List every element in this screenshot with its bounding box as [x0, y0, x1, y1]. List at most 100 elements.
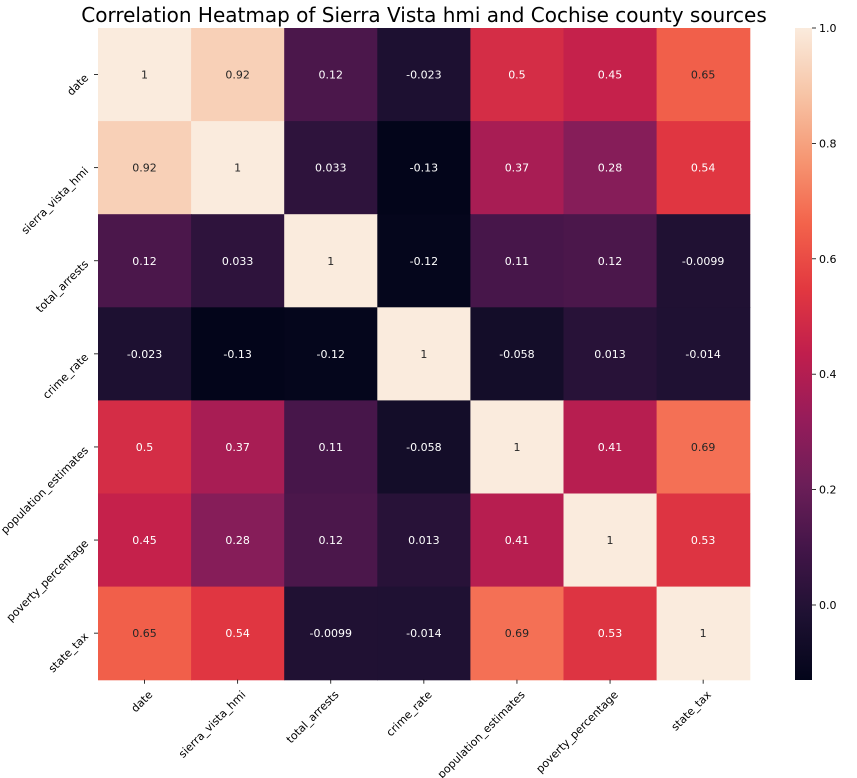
colorbar-tick-label: 1.0: [819, 22, 837, 35]
heatmap-cell: [377, 400, 471, 495]
y-axis-tick-labels: date sierra_vista_hmi total_arrests crime_r…: [0, 71, 98, 675]
heatmap-cell: [191, 493, 285, 588]
heatmap-cell: [563, 28, 658, 122]
cell-value-label: 0.033: [315, 162, 347, 175]
cell-value-label: 0.11: [319, 441, 344, 454]
cell-value-label: 1: [141, 69, 148, 82]
heatmap-cell: [284, 400, 378, 495]
cell-value-label: -0.058: [499, 348, 534, 361]
colorbar-gradient: [795, 28, 812, 680]
cell-value-label: -0.014: [685, 348, 720, 361]
y-tick-label: sierra_vista_hmi: [19, 165, 91, 237]
heatmap-cell: [377, 586, 471, 681]
heatmap-cell: [563, 586, 658, 681]
colorbar-tick-label: 0.8: [819, 137, 837, 150]
heatmap-cell: [377, 493, 471, 588]
heatmap-cell: [284, 307, 378, 401]
heatmap-cell: [377, 28, 471, 122]
heatmap-cell: [470, 214, 565, 308]
x-tick-label: population_estimates: [435, 688, 528, 778]
cell-value-label: -0.0099: [310, 627, 352, 640]
cell-value-label: 0.45: [132, 534, 157, 547]
cell-value-label: 0.28: [225, 534, 250, 547]
cell-value-label: 1: [327, 255, 334, 268]
heatmap-cell: [377, 121, 471, 215]
heatmap-cell: [98, 121, 192, 215]
x-tick-label: total_arrests: [284, 688, 342, 746]
heatmap-cell: [563, 121, 658, 215]
cell-value-label: -0.0099: [682, 255, 724, 268]
heatmap-cell: [98, 586, 192, 681]
heatmap-cell: [563, 214, 658, 308]
heatmap-cell: [656, 586, 751, 681]
heatmap-cell: [284, 121, 378, 215]
heatmap-cell: [98, 307, 192, 401]
cell-value-label: -0.023: [406, 69, 441, 82]
colorbar-tick-label: 0.4: [819, 368, 837, 381]
heatmap-cell: [470, 28, 565, 122]
heatmap-cell: [656, 493, 751, 588]
y-tick-label: total_arrests: [33, 257, 91, 315]
colorbar-tick-label: 0.0: [819, 599, 837, 612]
heatmap-cell: [563, 493, 658, 588]
heatmap-cell: [98, 28, 192, 122]
cell-value-label: 0.65: [132, 627, 157, 640]
heatmap-cell: [284, 586, 378, 681]
x-tick-label: state_tax: [669, 688, 715, 734]
colorbar: 0.0 0.2 0.4 0.6 0.8 1.0: [795, 22, 837, 680]
cell-value-label: 0.54: [691, 162, 716, 175]
heatmap-cell: [284, 28, 378, 122]
cell-value-label: 0.12: [132, 255, 157, 268]
heatmap-cell: [563, 400, 658, 495]
cell-value-label: 0.53: [691, 534, 716, 547]
heatmap-cell: [656, 121, 751, 215]
cell-value-label: -0.12: [317, 348, 345, 361]
cell-value-label: 0.013: [408, 534, 440, 547]
y-tick-label: poverty_percentage: [4, 537, 91, 624]
colorbar-tick-label: 0.6: [819, 253, 837, 266]
cell-value-label: 1: [607, 534, 614, 547]
cell-value-label: 0.65: [691, 69, 716, 82]
heatmap-cell: [377, 307, 471, 401]
cell-value-label: -0.058: [406, 441, 441, 454]
heatmap-cell: [470, 121, 565, 215]
heatmap-cell: [656, 307, 751, 401]
cell-value-label: 0.12: [319, 534, 344, 547]
heatmap-cell: [191, 121, 285, 215]
cell-value-label: 0.41: [505, 534, 530, 547]
cell-value-label: 0.28: [598, 162, 623, 175]
cell-value-label: 0.5: [508, 69, 526, 82]
x-tick-label: crime_rate: [384, 688, 435, 739]
cell-value-label: 0.013: [594, 348, 626, 361]
cell-value-label: -0.12: [410, 255, 438, 268]
y-tick-label: state_tax: [46, 630, 92, 676]
cell-value-label: 0.5: [136, 441, 154, 454]
heatmap-cell: [470, 307, 565, 401]
cell-value-label: 0.033: [222, 255, 254, 268]
y-tick-label: population_estimates: [0, 444, 91, 537]
cell-value-label: 1: [234, 162, 241, 175]
cell-value-label: 0.41: [598, 441, 623, 454]
cell-value-label: 1: [700, 627, 707, 640]
heatmap-cell: [470, 493, 565, 588]
colorbar-tick-label: 0.2: [819, 484, 837, 497]
heatmap-cell: [191, 400, 285, 495]
cell-value-label: -0.014: [406, 627, 441, 640]
heatmap-cell: [98, 400, 192, 495]
heatmap-cell: [98, 493, 192, 588]
cell-value-label: 0.53: [598, 627, 623, 640]
cell-value-label: -0.023: [127, 348, 162, 361]
cell-value-label: 1: [420, 348, 427, 361]
x-tick-label: sierra_vista_hmi: [176, 688, 248, 760]
heatmap-cell: [377, 214, 471, 308]
chart-title: Correlation Heatmap of Sierra Vista hmi …: [81, 3, 766, 27]
cell-value-label: -0.13: [410, 162, 438, 175]
heatmap-cell: [656, 28, 751, 122]
cell-value-label: 0.92: [225, 69, 250, 82]
cell-value-label: 0.11: [505, 255, 530, 268]
cell-value-label: 0.92: [132, 162, 157, 175]
heatmap-cell: [284, 214, 378, 308]
x-axis-tick-labels: date sierra_vista_hmi total_arrests crime_r…: [129, 679, 715, 778]
cell-value-label: 0.54: [225, 627, 250, 640]
